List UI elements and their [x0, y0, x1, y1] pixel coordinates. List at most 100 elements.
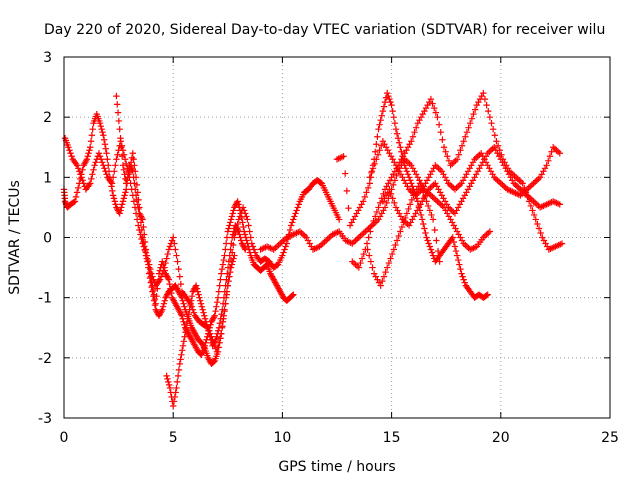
data-point	[123, 180, 130, 187]
data-point	[393, 237, 401, 244]
data-point	[228, 234, 236, 241]
data-point	[219, 306, 226, 313]
data-point	[423, 234, 430, 241]
data-point	[161, 297, 168, 304]
data-point	[76, 168, 83, 175]
data-point	[160, 264, 168, 271]
data-point	[397, 144, 404, 151]
axis-tick-labels: 0 5 10 15 20 25 -3 -2 -1 0 1 2 3	[38, 50, 619, 446]
data-point	[385, 92, 392, 100]
series-track-d	[163, 222, 249, 410]
data-point	[227, 219, 234, 226]
data-point	[101, 141, 109, 148]
data-point	[118, 153, 126, 160]
data-point	[108, 180, 116, 187]
data-point	[89, 171, 96, 178]
data-point	[131, 162, 138, 169]
data-point	[121, 156, 129, 163]
data-point	[100, 162, 107, 169]
data-point	[395, 232, 402, 240]
data-point	[121, 192, 128, 199]
data-point	[230, 207, 237, 214]
data-point	[211, 338, 219, 345]
data-point	[426, 243, 434, 250]
data-point	[240, 228, 248, 235]
data-point	[184, 315, 192, 322]
data-point	[412, 124, 420, 131]
data-point	[363, 189, 370, 196]
data-point	[373, 208, 381, 216]
data-point	[213, 298, 221, 306]
data-point	[431, 226, 438, 234]
data-point	[217, 276, 224, 283]
data-point	[183, 320, 191, 327]
data-point	[234, 226, 242, 234]
data-point	[279, 252, 286, 259]
data-point	[187, 301, 194, 309]
series-track-j	[364, 180, 443, 289]
data-point	[90, 166, 97, 174]
x-tick-label: 25	[601, 430, 619, 446]
data-point	[457, 265, 464, 273]
data-point	[79, 177, 86, 184]
data-point	[125, 171, 132, 178]
data-point	[199, 306, 206, 313]
data-point	[79, 166, 86, 174]
data-point	[188, 297, 195, 304]
data-point	[236, 204, 243, 211]
data-point	[462, 133, 469, 140]
data-point	[192, 282, 200, 289]
data-point	[545, 157, 552, 164]
data-point	[87, 138, 95, 145]
y-tick-label: -3	[38, 411, 52, 427]
data-point	[141, 243, 148, 250]
data-point	[452, 247, 460, 255]
data-point	[380, 103, 388, 110]
data-point	[87, 144, 94, 151]
data-point	[91, 162, 98, 169]
data-point	[420, 220, 427, 228]
data-point	[158, 308, 165, 315]
data-point	[78, 174, 85, 181]
series-track-e	[257, 156, 494, 253]
data-point	[65, 144, 72, 151]
data-point	[403, 210, 411, 217]
data-point	[377, 282, 384, 289]
data-point	[123, 177, 131, 184]
data-point	[174, 378, 181, 386]
data-point	[223, 276, 230, 283]
data-point	[112, 201, 119, 208]
data-point	[484, 291, 491, 298]
data-point	[113, 156, 120, 163]
data-point	[404, 171, 412, 178]
data-point	[402, 214, 409, 222]
data-point	[202, 339, 209, 346]
data-point	[364, 246, 371, 253]
data-point	[114, 109, 122, 116]
data-point	[411, 129, 418, 136]
data-point	[455, 256, 462, 264]
data-point	[74, 184, 82, 192]
series-track-f	[333, 89, 491, 301]
x-tick-label: 0	[60, 430, 69, 446]
data-point	[378, 112, 385, 119]
data-point	[387, 190, 395, 198]
data-point	[397, 228, 404, 235]
data-point	[372, 213, 379, 220]
x-tick-label: 10	[273, 430, 291, 446]
data-point	[491, 132, 498, 139]
data-point	[409, 133, 417, 140]
data-point	[225, 258, 233, 265]
data-point	[418, 184, 425, 192]
data-point	[114, 151, 121, 158]
data-point	[68, 153, 75, 160]
data-point	[215, 288, 222, 295]
data-point	[237, 234, 244, 241]
data-point	[163, 255, 170, 262]
data-point	[458, 270, 465, 277]
data-point	[423, 198, 430, 205]
data-point	[436, 258, 443, 265]
data-point	[375, 126, 382, 133]
data-point	[519, 180, 526, 187]
data-point	[398, 148, 405, 155]
